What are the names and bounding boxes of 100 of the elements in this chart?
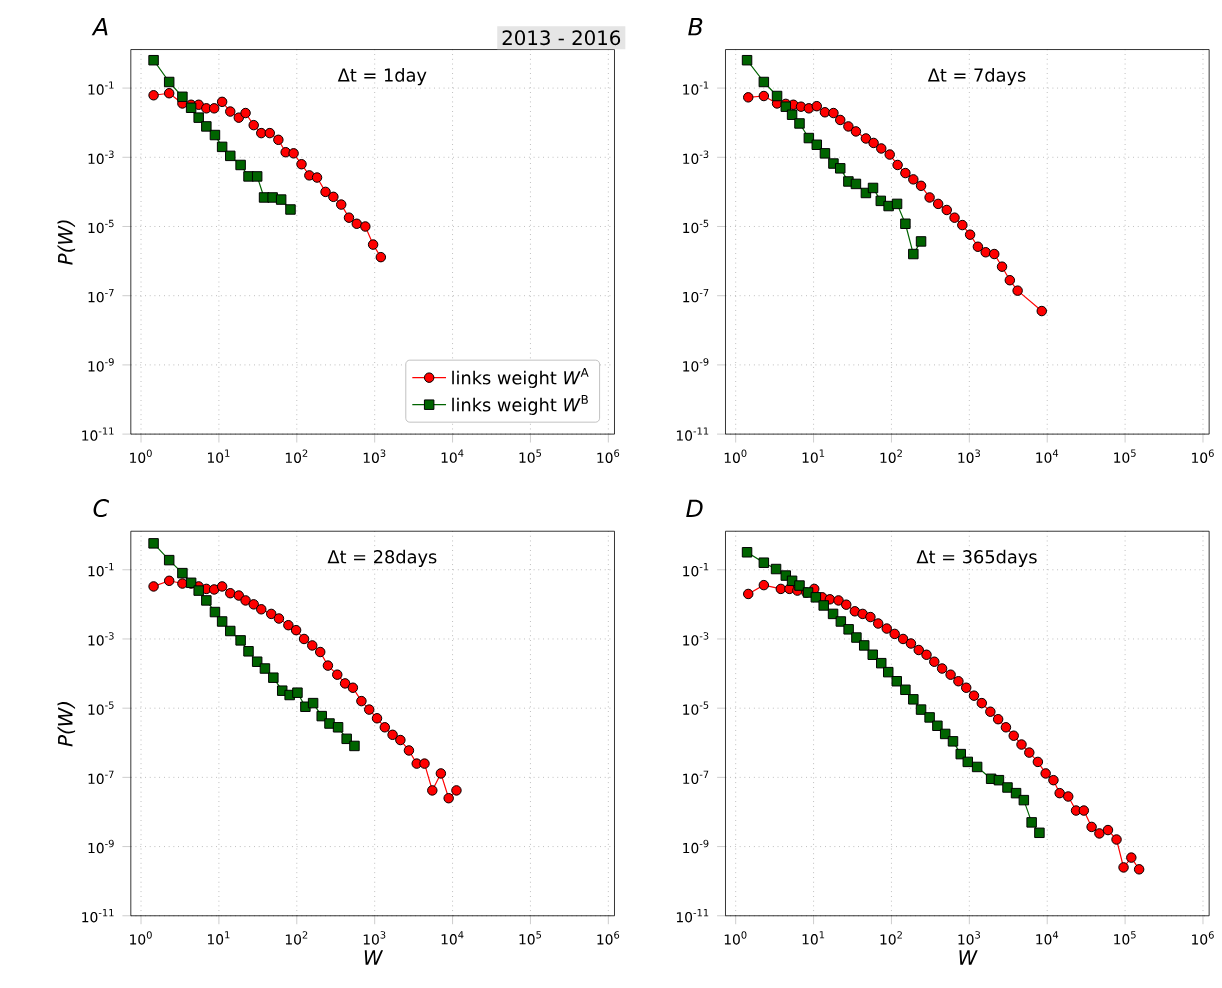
point	[803, 133, 815, 144]
point	[298, 634, 310, 645]
x-axis-title: W	[959, 950, 978, 966]
point	[273, 135, 284, 146]
point	[235, 160, 246, 171]
point	[339, 678, 351, 690]
annotation: Δt = 7days	[927, 68, 1026, 86]
point	[201, 595, 212, 607]
point	[251, 656, 263, 668]
point	[794, 118, 805, 130]
point	[288, 148, 299, 160]
point	[371, 713, 383, 724]
point	[908, 174, 919, 186]
point	[932, 199, 944, 210]
point	[900, 168, 911, 179]
point	[892, 160, 903, 171]
point	[264, 128, 276, 139]
point	[266, 609, 277, 620]
point	[177, 568, 188, 579]
point	[177, 92, 188, 103]
point	[403, 745, 415, 757]
point	[307, 698, 319, 709]
point	[924, 192, 935, 204]
point	[267, 192, 278, 204]
point	[786, 109, 798, 121]
point	[360, 221, 371, 233]
point	[828, 108, 839, 119]
point	[900, 218, 911, 230]
point	[320, 187, 331, 198]
point	[314, 647, 326, 658]
point	[989, 249, 1000, 260]
y-axis-title: P(W)	[57, 220, 76, 266]
point	[972, 241, 984, 253]
point	[363, 704, 375, 716]
chart-title: D	[686, 500, 703, 518]
point	[915, 236, 927, 248]
point	[957, 220, 968, 231]
annotation: Δt = 28days	[327, 550, 437, 568]
point	[367, 239, 379, 251]
point	[915, 181, 927, 192]
point	[771, 91, 783, 102]
point	[834, 163, 846, 174]
point	[292, 687, 303, 699]
point	[867, 183, 879, 194]
point	[201, 121, 212, 133]
point	[208, 103, 220, 115]
point	[868, 138, 879, 149]
point	[324, 718, 335, 730]
point	[307, 640, 318, 652]
point	[803, 103, 815, 115]
point	[427, 785, 438, 797]
point	[240, 595, 251, 607]
point	[964, 229, 976, 241]
x-axis-title: W	[364, 950, 384, 966]
point	[275, 194, 287, 206]
point	[375, 252, 387, 263]
point	[332, 722, 344, 733]
point	[811, 101, 823, 112]
point	[860, 133, 872, 145]
point	[341, 734, 352, 745]
point	[335, 199, 347, 211]
point	[225, 151, 236, 162]
point	[316, 711, 327, 722]
point	[248, 599, 259, 611]
chart-title: A	[91, 18, 108, 36]
point	[980, 247, 991, 258]
point	[850, 126, 862, 138]
point	[240, 108, 251, 119]
point	[850, 179, 862, 190]
point	[356, 696, 367, 707]
point	[283, 620, 294, 631]
point	[177, 578, 188, 590]
annotation: Δt = 365days	[916, 550, 1037, 568]
point	[908, 249, 919, 260]
point	[243, 646, 254, 657]
point	[256, 604, 267, 615]
point	[419, 758, 430, 770]
point	[843, 121, 854, 133]
chart-subtitle: 2013 - 2016	[502, 30, 621, 46]
point	[216, 581, 228, 593]
point	[351, 218, 362, 230]
point	[949, 212, 960, 224]
point	[876, 143, 887, 155]
point	[332, 669, 343, 681]
point	[349, 741, 360, 752]
point	[225, 588, 236, 599]
point	[322, 660, 334, 672]
point	[387, 730, 398, 741]
point	[209, 130, 221, 141]
point	[296, 159, 307, 170]
point	[251, 171, 263, 183]
y-axis-title: P(W)	[57, 702, 76, 747]
point	[451, 785, 462, 797]
point	[884, 149, 895, 161]
point	[811, 139, 823, 151]
point	[273, 613, 285, 625]
point	[259, 663, 271, 675]
point	[216, 142, 228, 153]
point	[193, 112, 204, 124]
point	[379, 722, 391, 733]
